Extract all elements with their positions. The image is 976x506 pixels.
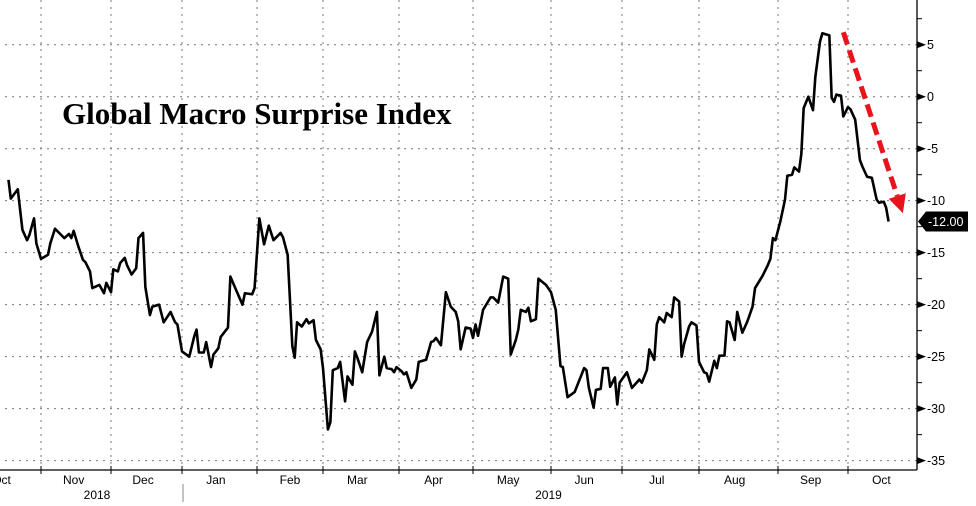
chart-title: Global Macro Surprise Index [62, 96, 452, 131]
x-tick-label: Apr [424, 473, 443, 487]
year-label: 2018 [84, 488, 111, 502]
last-value-box [918, 211, 968, 232]
x-tick-label: Sep [800, 473, 822, 487]
dashed-arrow-shaft [840, 31, 900, 197]
y-tick-label: 5 [927, 38, 934, 52]
series [7, 31, 890, 431]
x-tick-label: Mar [347, 473, 368, 487]
x-tick-label: Jul [649, 473, 664, 487]
y-tick-marker [917, 249, 926, 257]
x-tick-label: Jan [206, 473, 225, 487]
x-tick-label: Oct [0, 473, 12, 487]
y-tick-label: -25 [927, 350, 945, 364]
y-tick-label: 0 [927, 90, 934, 104]
y-tick-marker [917, 405, 926, 413]
y-axis-ticks: 5 0 -5 -10 -15 -20 -25 -30 -35 [917, 18, 945, 468]
y-tick-label: -5 [927, 142, 938, 156]
x-tick-label: Dec [132, 473, 153, 487]
y-tick-marker [917, 93, 926, 101]
last-value-text: -12.00 [928, 215, 963, 229]
x-axis-ticks: Oct Nov Dec Jan Feb Mar Apr May Jun Jul Aug Sep Oct 2… [0, 466, 891, 502]
axes [0, 0, 918, 502]
y-tick-marker [917, 301, 926, 309]
series-line [7, 31, 890, 431]
x-tick-label: Aug [724, 473, 745, 487]
x-tick-label: Feb [280, 473, 301, 487]
y-tick-marker [917, 457, 926, 465]
y-tick-label: -30 [927, 402, 945, 416]
y-tick-label: -35 [927, 454, 945, 468]
y-tick-label: -15 [927, 246, 945, 260]
gridlines [5, 0, 917, 470]
y-tick-label: -10 [927, 194, 945, 208]
y-tick-label: -20 [927, 298, 945, 312]
x-tick-label: Jun [574, 473, 593, 487]
y-tick-marker [917, 353, 926, 361]
y-tick-marker [917, 145, 926, 153]
year-label: 2019 [535, 488, 562, 502]
y-tick-marker [917, 41, 926, 49]
x-tick-label: May [497, 473, 520, 487]
last-value-label: -12.00 [918, 211, 968, 232]
arrow-head [888, 193, 906, 214]
x-tick-label: Oct [872, 473, 891, 487]
x-tick-label: Nov [63, 473, 84, 487]
annotation [840, 31, 906, 214]
y-tick-marker [917, 197, 926, 205]
